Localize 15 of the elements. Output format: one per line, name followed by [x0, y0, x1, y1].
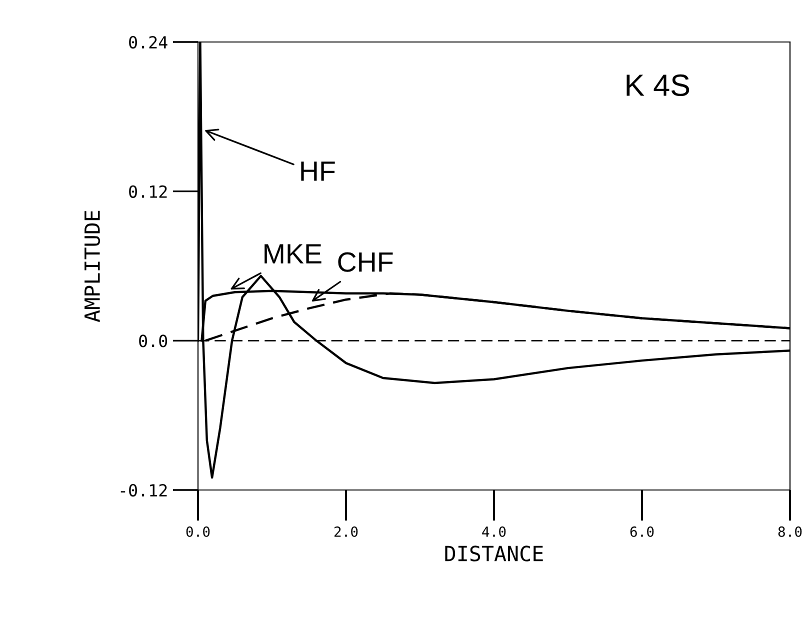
y-tick-label: 0.24: [129, 36, 168, 49]
annotation: HF: [301, 162, 335, 181]
x-tick-label: 0.0: [186, 526, 210, 537]
x-tick-label: 6.0: [630, 526, 654, 537]
annotation: CHF: [338, 252, 393, 272]
x-axis-title: DISTANCE: [445, 546, 543, 562]
y-axis-title: AMPLITUDE: [84, 210, 100, 322]
x-tick-label: 8.0: [778, 526, 802, 537]
y-tick-label: -0.12: [120, 484, 167, 497]
y-tick-label: 0.0: [139, 334, 168, 348]
y-tick-label: 0.12: [129, 185, 167, 198]
annotation: MKE: [264, 244, 322, 264]
x-tick-label: 2.0: [334, 526, 358, 537]
x-tick-label: 4.0: [482, 526, 506, 537]
annotation: K 4S: [626, 74, 690, 96]
